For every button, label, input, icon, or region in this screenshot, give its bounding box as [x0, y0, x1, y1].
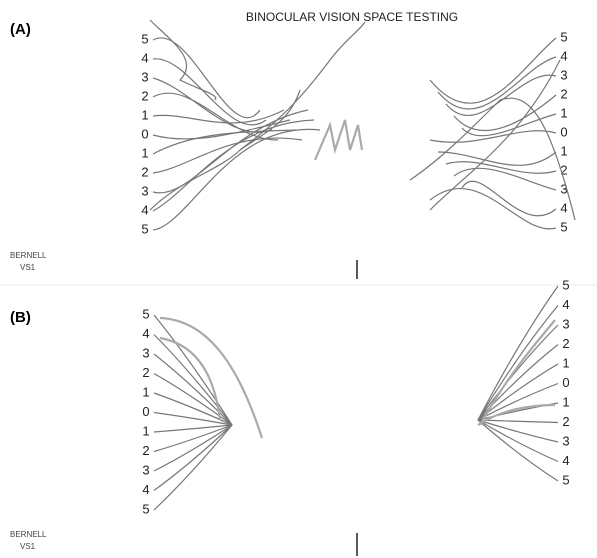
right-scale-number: 3: [562, 433, 569, 448]
figure: (A) BINOCULAR VISION SPACE TESTING BERNE…: [0, 0, 597, 558]
panel-label: (A): [10, 21, 31, 38]
left-scale-number: 5: [142, 501, 149, 516]
left-scale-number: 3: [141, 69, 148, 84]
left-scale-number: 2: [141, 88, 148, 103]
panel-label: (B): [10, 309, 31, 326]
right-scale-number: 5: [562, 277, 569, 292]
right-scale-number: 3: [562, 316, 569, 331]
device-name: BERNELL: [10, 530, 47, 539]
right-scale-number: 4: [562, 297, 569, 312]
left-scale-number: 2: [142, 443, 149, 458]
left-scale-number: 1: [142, 423, 149, 438]
left-scale-number: 4: [142, 482, 149, 497]
left-scale-number: 5: [141, 31, 148, 46]
left-scale-number: 5: [142, 306, 149, 321]
left-scale-number: 1: [141, 145, 148, 160]
right-scale-number: 4: [560, 48, 567, 63]
right-scale-number: 4: [560, 200, 567, 215]
right-scale-number: 1: [560, 105, 567, 120]
device-model: VS1: [20, 542, 36, 551]
left-scale-number: 3: [141, 183, 148, 198]
right-scale-number: 4: [562, 453, 569, 468]
right-scale-number: 2: [562, 414, 569, 429]
device-model: VS1: [20, 263, 36, 272]
left-scale-number: 1: [142, 384, 149, 399]
panel-title: BINOCULAR VISION SPACE TESTING: [246, 10, 458, 24]
left-scale-number: 3: [142, 345, 149, 360]
right-scale-number: 3: [560, 67, 567, 82]
right-scale-number: 5: [560, 29, 567, 44]
left-scale-number: 0: [141, 126, 148, 141]
left-scale-number: 4: [141, 202, 148, 217]
left-scale-number: 2: [141, 164, 148, 179]
left-scale-number: 2: [142, 365, 149, 380]
left-scale-number: 1: [141, 107, 148, 122]
right-scale-number: 0: [562, 375, 569, 390]
left-scale-number: 4: [142, 326, 149, 341]
left-scale-number: 5: [141, 221, 148, 236]
right-scale-number: 2: [562, 336, 569, 351]
background: [0, 0, 597, 558]
left-scale-number: 3: [142, 462, 149, 477]
right-scale-number: 2: [560, 86, 567, 101]
right-scale-number: 5: [560, 219, 567, 234]
left-scale-number: 0: [142, 404, 149, 419]
right-scale-number: 1: [562, 394, 569, 409]
right-scale-number: 5: [562, 472, 569, 487]
right-scale-number: 1: [560, 143, 567, 158]
left-scale-number: 4: [141, 50, 148, 65]
right-scale-number: 0: [560, 124, 567, 139]
device-name: BERNELL: [10, 251, 47, 260]
right-scale-number: 1: [562, 355, 569, 370]
